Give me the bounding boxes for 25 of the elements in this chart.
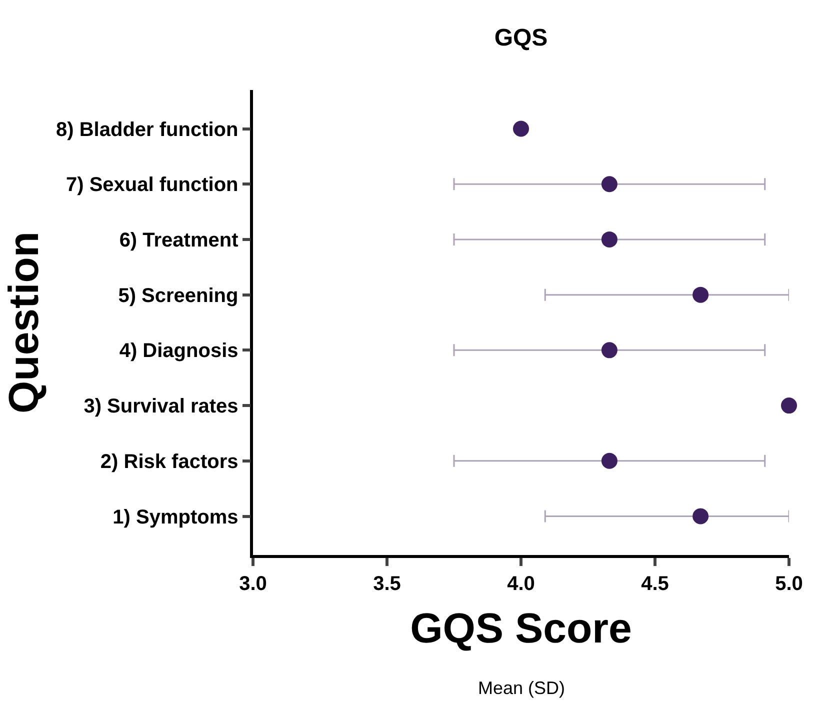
point <box>601 342 618 358</box>
point <box>513 120 529 137</box>
point <box>601 231 618 248</box>
y-tick-label: 4) Diagnosis <box>119 340 238 362</box>
y-tick-label: 3) Survival rates <box>84 396 238 418</box>
text: Mean (SD) <box>478 678 566 698</box>
y-tick-label: 6) Treatment <box>119 229 239 252</box>
y-tick-label: 1) Symptoms <box>112 506 238 528</box>
point <box>781 398 797 414</box>
y-tick-label: 2) Risk factors <box>100 450 238 473</box>
x-axis-title: GQS Score <box>410 604 632 652</box>
y-tick-label: 7) Sexual function <box>66 174 238 196</box>
y-tick-label: 5) Screening <box>118 284 238 307</box>
point <box>601 176 618 192</box>
point <box>601 452 618 469</box>
point <box>692 286 709 303</box>
chart-title: GQS <box>494 24 548 52</box>
x-tick-label: 3.0 <box>239 572 267 595</box>
x-tick-label: 4.0 <box>507 572 535 595</box>
x-tick-label: 3.5 <box>373 572 401 595</box>
y-axis-title: Question <box>0 231 47 414</box>
point <box>692 508 709 524</box>
x-tick-label: 5.0 <box>775 572 803 595</box>
y-tick-label: 8) Bladder function <box>56 118 238 141</box>
x-tick-label: 4.5 <box>641 572 669 595</box>
